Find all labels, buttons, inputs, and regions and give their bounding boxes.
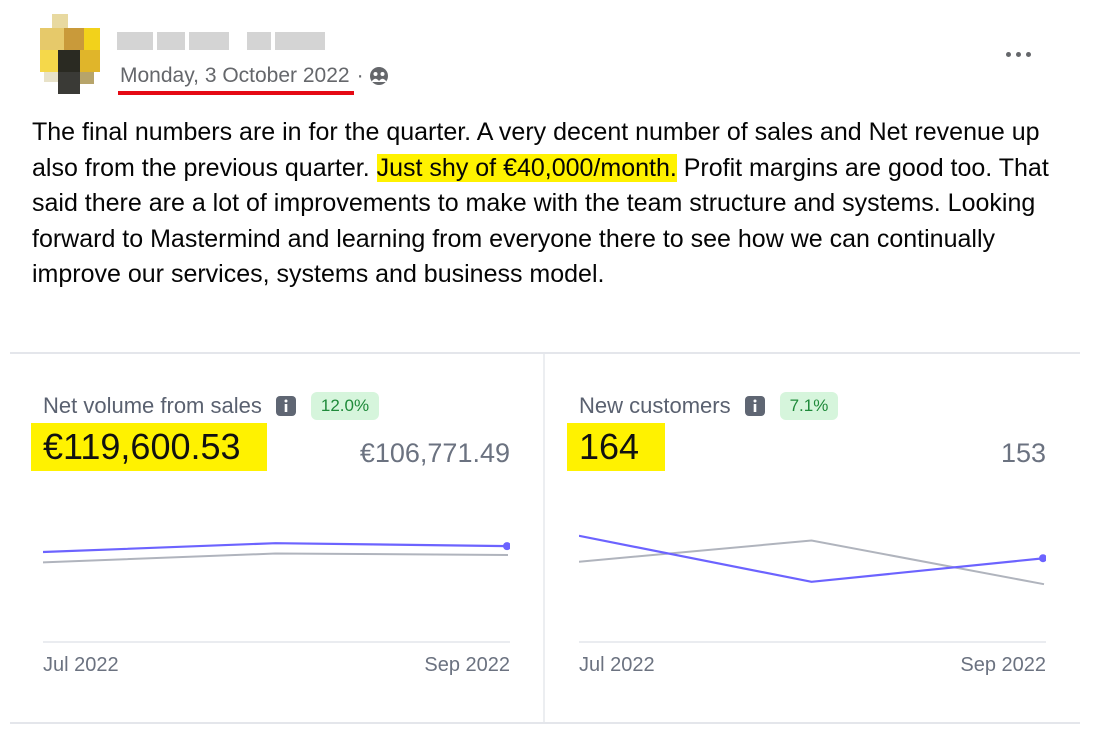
- post-text-highlight: Just shy of €40,000/month.: [376, 153, 677, 182]
- current-value: 164: [567, 423, 666, 471]
- change-badge: 12.0%: [310, 392, 380, 420]
- panel-header: Net volume from sales 12.0%: [43, 392, 380, 420]
- current-period-line: [579, 534, 1045, 583]
- panel-title: New customers: [579, 393, 731, 418]
- line-chart: [43, 542, 510, 643]
- post-date[interactable]: Monday, 3 October 2022: [118, 64, 354, 95]
- post-text-part: The final numbers are in for the quarter…: [32, 118, 1040, 182]
- change-badge: 7.1%: [779, 392, 839, 420]
- net-volume-panel: Net volume from sales 12.0% €119,600.53 …: [31, 354, 510, 722]
- current-period-line: [43, 542, 509, 554]
- avatar[interactable]: [40, 14, 100, 94]
- panel-header: New customers 7.1%: [579, 392, 839, 420]
- x-axis-start-label: Jul 2022: [579, 654, 655, 676]
- post-meta: Monday, 3 October 2022 ·: [118, 64, 389, 95]
- previous-period-line: [43, 552, 509, 564]
- stats-dashboard-image[interactable]: Net volume from sales 12.0% €119,600.53 …: [10, 352, 1080, 724]
- audience-friends-icon[interactable]: [369, 66, 389, 86]
- new-customers-panel: New customers 7.1% 164 153 Jul 2022 Sep …: [567, 354, 1046, 722]
- x-axis-start-label: Jul 2022: [43, 654, 119, 676]
- date-underline-annotation: [118, 91, 354, 95]
- current-period-endpoint: [1039, 554, 1046, 563]
- more-options-icon[interactable]: [1006, 44, 1038, 64]
- panel-divider: [543, 354, 545, 722]
- previous-period-line: [579, 539, 1045, 586]
- line-chart: [579, 534, 1046, 643]
- previous-value: €106,771.49: [359, 438, 510, 468]
- info-icon: [275, 396, 296, 416]
- info-icon: [744, 396, 765, 416]
- x-axis-end-label: Sep 2022: [424, 654, 510, 676]
- author-name-blurred[interactable]: [117, 32, 325, 50]
- current-period-endpoint: [503, 542, 510, 551]
- panel-title: Net volume from sales: [43, 393, 262, 418]
- post-body: The final numbers are in for the quarter…: [32, 115, 1072, 293]
- meta-separator: ·: [356, 64, 364, 87]
- previous-value: 153: [1000, 438, 1046, 468]
- post-date-label: Monday, 3 October 2022: [120, 64, 350, 87]
- post-text-part: Profit margins are good too. That said t…: [32, 153, 1049, 289]
- x-axis-end-label: Sep 2022: [960, 654, 1046, 676]
- current-value: €119,600.53: [31, 423, 267, 471]
